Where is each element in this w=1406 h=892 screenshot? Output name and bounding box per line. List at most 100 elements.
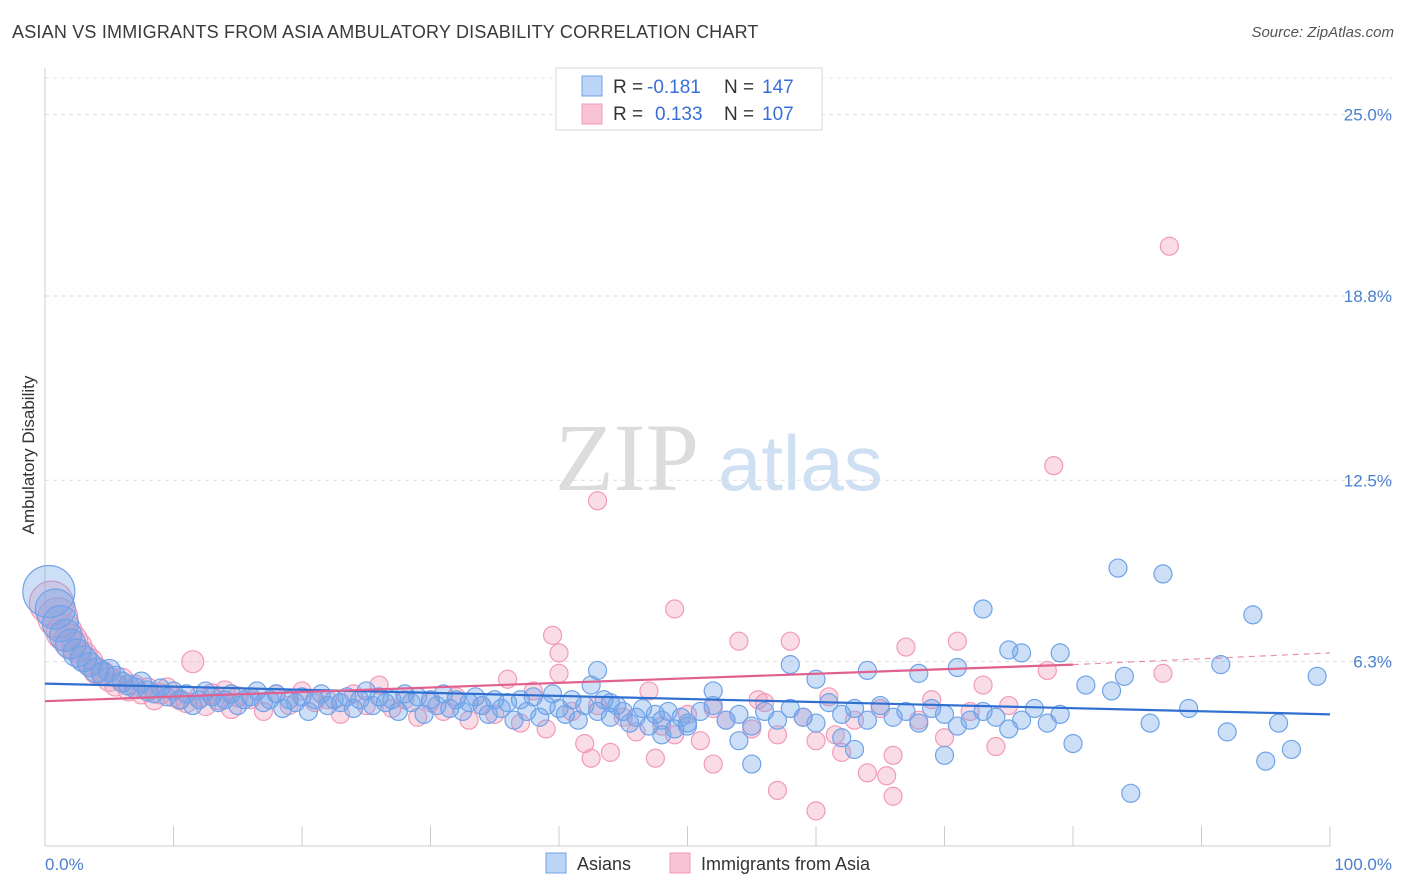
immigrants-point-88 (986, 736, 1006, 757)
immigrants-point-91 (1159, 236, 1179, 256)
immigrants-point-53 (536, 719, 556, 739)
trend-line-immigrants-extension (1072, 652, 1331, 666)
immigrants-point-78 (857, 763, 878, 783)
immigrants-point-68 (729, 631, 749, 651)
immigrants-point-101 (877, 766, 897, 786)
axes (44, 68, 1331, 847)
immigrants-point-100 (883, 786, 903, 806)
asians-point-139 (1153, 564, 1173, 584)
immigrants-point-72 (780, 631, 800, 651)
trend-line-asians (44, 682, 1331, 716)
y-tick-label-3: 25.0% (1344, 106, 1392, 125)
legend-bottom-asians: Asians (577, 854, 631, 874)
asians-point-137 (1050, 643, 1070, 663)
y-tick-label-2: 18.8% (1344, 287, 1392, 306)
asians-point-3 (48, 618, 83, 652)
watermark-atlas: atlas (718, 419, 883, 507)
legend-bottom-swatch-asians (545, 852, 567, 874)
y-tick-label-1: 12.5% (1344, 471, 1392, 490)
asians-point-2 (41, 605, 80, 643)
asians-point-157 (652, 725, 672, 745)
immigrants-point-87 (973, 675, 993, 695)
asians-point-133 (909, 663, 929, 683)
legend-r-label-1: R = (613, 77, 643, 98)
asians-point-155 (934, 745, 955, 765)
asians-point-151 (1307, 666, 1327, 686)
immigrants-point-61 (639, 681, 659, 701)
immigrants-point-58 (600, 742, 621, 762)
watermark-zip: ZIP (555, 404, 699, 511)
asians-point-131 (780, 655, 800, 675)
chart-title: ASIAN VS IMMIGRANTS FROM ASIA AMBULATORY… (12, 22, 759, 42)
immigrants-point-94 (549, 643, 569, 663)
asians-point-136 (1011, 643, 1032, 663)
legend-bottom: Asians Immigrants from Asia (545, 852, 871, 874)
asians-point-163 (677, 716, 698, 736)
asians-point-145 (1179, 698, 1199, 719)
asians-point-148 (1121, 783, 1141, 803)
immigrants-point-105 (1153, 663, 1173, 683)
immigrants-point-80 (883, 745, 903, 765)
legend-r-label-2: R = (613, 104, 643, 125)
immigrants-point-97 (767, 780, 788, 801)
immigrants-point-93 (587, 491, 608, 511)
asians-point-115 (870, 695, 890, 716)
asians-point-130 (587, 660, 608, 681)
immigrants-point-99 (703, 754, 723, 774)
asians-point-159 (832, 728, 852, 748)
asians-point-147 (1268, 713, 1289, 733)
x-tick-label-1: 100.0% (1334, 855, 1392, 874)
asians-point-140 (973, 599, 993, 619)
legend-n-value-2: 107 (762, 104, 794, 125)
asians-point-138 (1114, 666, 1135, 686)
legend-n-label-1: N = (724, 77, 754, 98)
asians-point-132 (857, 660, 878, 681)
legend-top: R = -0.181 N = 147 R = 0.133 N = 107 (555, 67, 823, 131)
x-tick-label-0: 0.0% (45, 855, 84, 874)
immigrants-point-92 (1044, 456, 1064, 476)
immigrants-point-81 (896, 637, 916, 657)
immigrants-point-74 (806, 731, 826, 751)
immigrants-point-102 (581, 748, 601, 768)
asians-point-104 (729, 704, 749, 724)
legend-n-value-1: 147 (762, 77, 794, 98)
asians-point-160 (1108, 558, 1128, 578)
asians-point-162 (703, 681, 723, 701)
asians-point-152 (1063, 733, 1083, 754)
asians-point-129 (1050, 704, 1070, 724)
legend-swatch-immigrants (581, 103, 603, 125)
asians-point-124 (986, 707, 1006, 727)
asians-point-107 (767, 710, 788, 730)
immigrants-point-104 (645, 748, 665, 768)
legend-r-value-1: -0.181 (647, 77, 701, 98)
asians-point-114 (857, 710, 878, 730)
immigrants-point-90 (1037, 660, 1057, 681)
source-label: Source: ZipAtlas.com (1251, 24, 1394, 41)
legend-swatch-asians (581, 75, 603, 97)
asians-point-158 (729, 731, 749, 751)
asians-point-164 (1140, 713, 1160, 733)
y-tick-label-0: 6.3% (1353, 653, 1392, 672)
asians-point-153 (742, 754, 762, 774)
trend-line-immigrants (44, 663, 1074, 703)
asians-point-149 (1256, 751, 1276, 771)
immigrants-point-54 (549, 663, 569, 683)
tick-labels: 6.3% 12.5% 18.8% 25.0% 0.0% 100.0% (45, 106, 1392, 874)
immigrants-point-65 (690, 731, 710, 751)
asians-point-154 (844, 739, 865, 760)
trend-lines (44, 652, 1331, 716)
legend-bottom-swatch-immigrants (669, 852, 691, 874)
asians-point-146 (1217, 722, 1237, 742)
immigrants-point-71 (767, 725, 788, 745)
asians-point-142 (1243, 605, 1263, 625)
asians-point-117 (896, 701, 916, 722)
immigrants-point-96 (665, 599, 685, 619)
immigrants-point-85 (947, 631, 967, 651)
asians-point-141 (1211, 655, 1231, 675)
grid-lines (45, 77, 1392, 663)
legend-n-label-2: N = (724, 104, 754, 125)
asians-point-110 (806, 713, 826, 733)
immigrants-point-22 (181, 650, 205, 674)
asians-point-143 (1076, 675, 1096, 695)
